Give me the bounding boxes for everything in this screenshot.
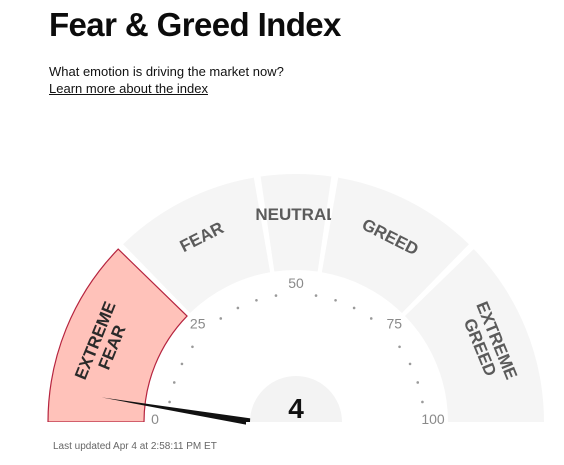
gauge-segment-fear-shape	[123, 177, 271, 314]
gauge-tick-label: 50	[288, 275, 304, 291]
gauge-tick-dot	[236, 306, 240, 310]
gauge-tick-dot	[168, 400, 171, 404]
gauge-center-mask	[246, 422, 346, 465]
gauge-tick-dot	[398, 345, 401, 349]
gauge-tick-dot	[352, 306, 356, 310]
gauge-tick-dot	[421, 400, 424, 404]
gauge-value: 4	[288, 393, 304, 424]
learn-more-link[interactable]: Learn more about the index	[49, 81, 208, 96]
gauge-segment-extreme-greed: EXTREMEGREED	[404, 249, 544, 422]
gauge-tick-dot	[255, 298, 258, 302]
page-title: Fear & Greed Index	[49, 6, 341, 43]
gauge-tick-dot	[191, 345, 194, 349]
gauge-tick-dot	[180, 362, 184, 366]
gauge-tick-label: 75	[386, 316, 402, 332]
gauge-tick-dot	[314, 294, 318, 297]
page-subtitle: What emotion is driving the market now?	[49, 64, 284, 79]
last-updated-text: Last updated Apr 4 at 2:58:11 PM ET	[53, 441, 217, 452]
gauge-tick-label: 100	[421, 411, 445, 427]
gauge-tick-dot	[416, 381, 420, 384]
gauge-segment-label-neutral: NEUTRAL	[255, 205, 336, 224]
gauge-segment-greed-shape	[321, 177, 469, 314]
gauge-tick-dot	[219, 317, 223, 320]
gauge-tick-label: 0	[151, 411, 159, 427]
gauge-tick-dot	[172, 381, 176, 384]
gauge-segment-fear: FEAR	[123, 177, 271, 314]
gauge-tick-dot	[408, 362, 412, 366]
gauge-segment-neutral-shape	[260, 173, 332, 272]
gauge-segment-label-line: NEUTRAL	[255, 205, 336, 224]
gauge-tick-dot	[369, 317, 373, 320]
gauge-tick-dot	[274, 294, 278, 297]
gauge-needle	[101, 397, 252, 426]
gauge-segment-extreme-fear-shape	[47, 248, 188, 423]
gauge-segment-greed: GREED	[321, 177, 469, 314]
gauge-segment-neutral: NEUTRAL	[255, 173, 337, 272]
gauge-segment-extreme-greed-shape	[404, 249, 544, 422]
gauge-tick-label: 25	[190, 316, 206, 332]
gauge-segment-extreme-fear: EXTREMEFEAR	[47, 248, 188, 423]
gauge-tick-dot	[334, 298, 337, 302]
